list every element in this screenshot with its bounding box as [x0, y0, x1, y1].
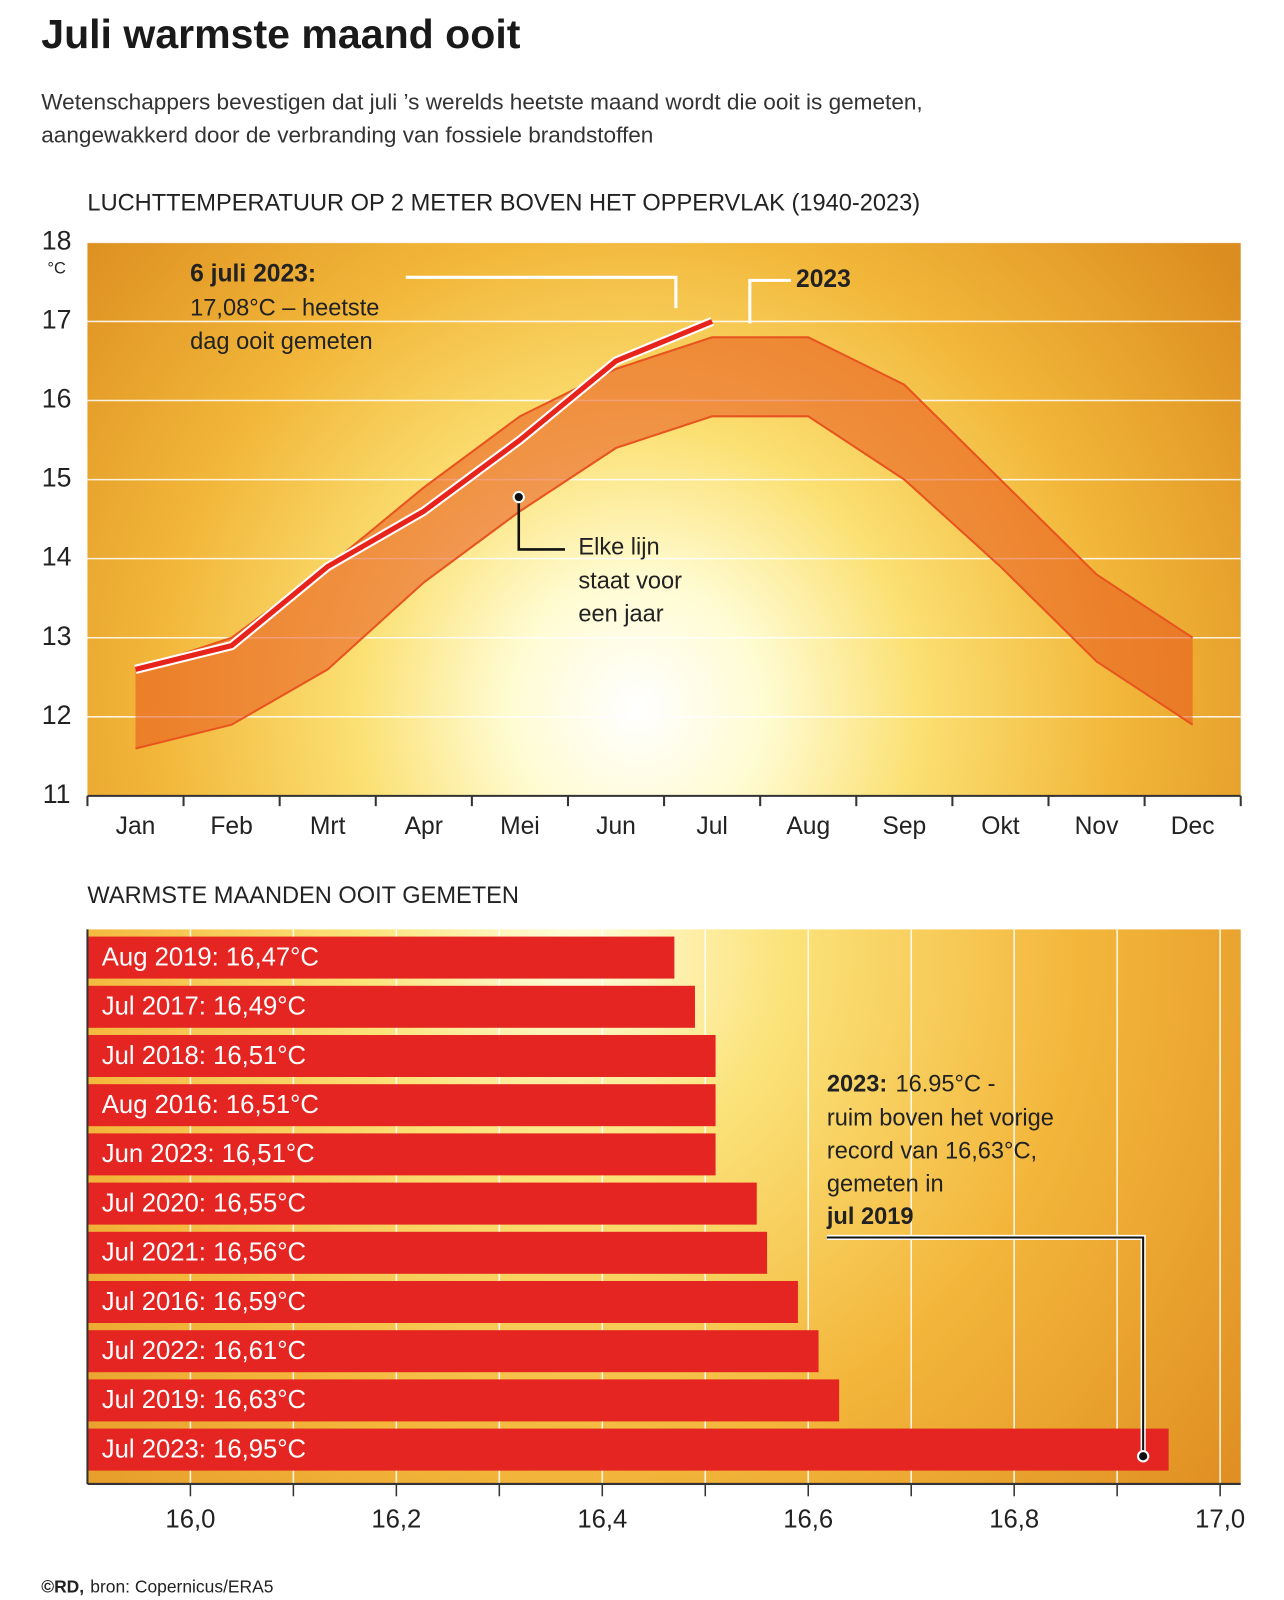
y-tick-label: 18 [42, 225, 72, 255]
x-tick-label: Aug [786, 813, 830, 840]
chart-title: LUCHTTEMPERATUUR OP 2 METER BOVEN HET OP… [87, 191, 920, 217]
annotation: Elke lijn [578, 535, 659, 561]
bar [87, 1330, 819, 1373]
x-tick-label: 16,0 [165, 1506, 215, 1534]
bar-label: Jul 2017: 16,49°C [102, 993, 306, 1021]
credit: ©RD, [41, 1576, 84, 1596]
connector-dot [512, 490, 525, 504]
bar-label: Aug 2019: 16,47°C [102, 943, 319, 971]
connector-dot [1136, 1450, 1150, 1463]
line [134, 319, 714, 672]
x-tick-label: Jul [696, 813, 727, 840]
x-tick-label: 16,4 [577, 1506, 627, 1534]
annotation: gemeten in [827, 1171, 944, 1197]
x-tick-label: Dec [1171, 813, 1215, 840]
bar [87, 1280, 798, 1324]
bar-label: Jul 2018: 16,51°C [102, 1042, 306, 1070]
x-tick-label: Feb [210, 813, 252, 840]
annotation: 17,08°C – heetste [190, 295, 379, 321]
bar [87, 985, 695, 1028]
page-title: Juli warmste maand ooit [41, 11, 521, 57]
annotation: staat voor [578, 569, 682, 595]
y-tick-label: 15 [42, 463, 72, 493]
bar-chart: 16,0 16,2 16,4 16,6 16,8 17,0 Aug 2019: 16,47°… [86, 929, 1245, 1534]
connector [748, 278, 791, 324]
x-tick-label: Jun [596, 813, 636, 840]
bar-label: Jul 2022: 16,61°C [102, 1337, 306, 1365]
connector [826, 1236, 1145, 1457]
y-tick-label: 17 [42, 304, 72, 334]
bar-label: Jul 2023: 16,95°C [102, 1435, 306, 1463]
annotation: ruim boven het vorige [827, 1106, 1054, 1132]
bar [87, 1428, 1169, 1471]
x-tick-label: Mei [500, 813, 540, 840]
x-tick-label: Nov [1075, 813, 1119, 840]
bar-label: Jul 2020: 16,55°C [102, 1189, 306, 1217]
bar-label: Aug 2016: 16,51°C [102, 1091, 319, 1119]
x-tick-label: 17,0 [1195, 1506, 1245, 1534]
bar [87, 1379, 840, 1422]
subtitle: Wetenschappers bevestigen dat juli ’s we… [41, 90, 922, 115]
plot-background [87, 242, 1241, 796]
x-tick-label: 16,6 [783, 1506, 833, 1534]
connector [405, 275, 678, 309]
annotation-title: 6 juli 2023: [190, 261, 316, 288]
band-fill [135, 337, 1193, 749]
band-edge [135, 415, 1194, 750]
source: bron: Copernicus/ERA5 [90, 1576, 273, 1596]
x-tick-label: Apr [405, 813, 443, 840]
x-tick-label: Okt [981, 813, 1019, 840]
y-tick-label: 11 [43, 779, 71, 809]
y-tick-label: 14 [42, 542, 72, 572]
bar-label: Jun 2023: 16,51°C [102, 1140, 315, 1168]
y-tick-label: 12 [42, 700, 72, 730]
annotation: een jaar [578, 601, 663, 627]
line-chart: 11 12 13 14 15 16 17 18 Jan Feb Mrt Apr Mei Jun Jul Aug… [42, 225, 1242, 840]
x-tick-label: 16,8 [989, 1506, 1039, 1534]
annotation-bold: 2023: [827, 1072, 887, 1098]
bar-label: Jul 2021: 16,56°C [102, 1239, 306, 1267]
bar [87, 1034, 716, 1077]
annotation: 16.95°C - [895, 1072, 995, 1098]
bar-label: Jul 2019: 16,63°C [102, 1386, 306, 1414]
x-tick-label: 16,2 [371, 1506, 421, 1534]
bar [87, 1231, 768, 1274]
bar [87, 1133, 716, 1176]
connector [517, 497, 565, 551]
chart-title: WARMSTE MAANDEN OOIT GEMETEN [87, 883, 519, 909]
annotation: record van 16,63°C, [827, 1138, 1037, 1164]
y-tick-label: 16 [42, 384, 72, 414]
subtitle: aangewakkerd door de verbranding van fos… [41, 123, 653, 148]
x-tick-label: Mrt [310, 813, 346, 840]
y-tick-label: 13 [42, 621, 72, 651]
annotation: dag ooit gemeten [190, 329, 372, 355]
x-tick-label: Jan [116, 813, 156, 840]
bar-label: Jul 2016: 16,59°C [102, 1288, 306, 1316]
series-label: 2023 [796, 266, 851, 293]
x-tick-label: Sep [882, 813, 926, 840]
annotation-bold: jul 2019 [826, 1204, 914, 1230]
footer: ©RD, bron: Copernicus/ERA5 [41, 1576, 273, 1596]
y-unit: °C [47, 259, 66, 277]
annotation: 2023: 16.95°C - [827, 1072, 996, 1098]
bar [87, 936, 675, 979]
bar [87, 1182, 757, 1225]
bar [87, 1084, 716, 1127]
